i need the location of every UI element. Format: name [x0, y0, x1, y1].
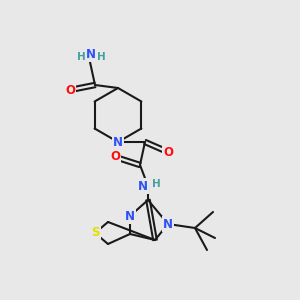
- Text: N: N: [86, 47, 96, 61]
- Text: O: O: [110, 151, 120, 164]
- Text: S: S: [91, 226, 99, 239]
- Text: N: N: [138, 179, 148, 193]
- Text: N: N: [113, 136, 123, 148]
- Text: N: N: [163, 218, 173, 230]
- Text: O: O: [163, 146, 173, 158]
- Text: N: N: [125, 209, 135, 223]
- Text: H: H: [152, 179, 160, 189]
- Text: H: H: [97, 52, 105, 62]
- Text: O: O: [65, 83, 75, 97]
- Text: H: H: [76, 52, 85, 62]
